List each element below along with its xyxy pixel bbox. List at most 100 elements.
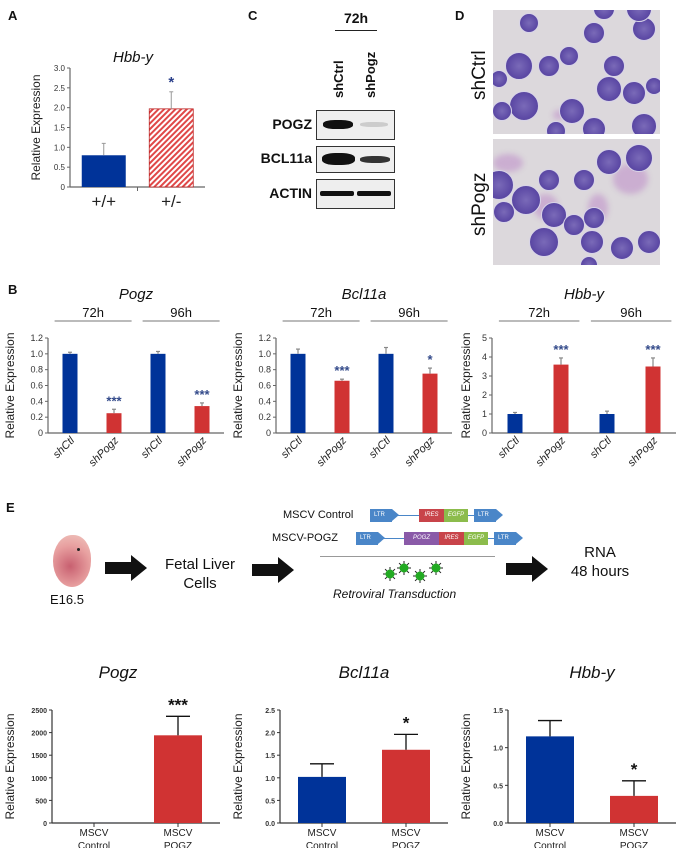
group-label: 96h (398, 305, 420, 320)
micrograph-shpogz (493, 139, 660, 265)
group-label: 96h (620, 305, 642, 320)
y-axis-label: Relative Expression (29, 74, 43, 180)
chart-title: Hbb-y (564, 286, 606, 303)
y-tick-label: 0.0 (493, 821, 503, 828)
cell (541, 202, 567, 228)
construct-name-pogz: MSCV-POGZ (272, 532, 339, 544)
cell (603, 55, 625, 77)
x-tick-label: Control (306, 841, 338, 848)
construct-name-control: MSCV Control (283, 509, 354, 521)
y-tick-label: 0.2 (258, 412, 271, 422)
x-tick-label: shPogz (175, 434, 210, 469)
micrograph-label-shpogz: shPogz (469, 172, 490, 236)
y-tick-label: 0.5 (265, 798, 275, 805)
y-tick-label: 2.5 (54, 84, 66, 93)
chart-title: Bcl11a (342, 286, 387, 303)
y-tick-label: 3.0 (54, 64, 66, 73)
cell (631, 113, 657, 134)
chart-e-hbb-y: Hbb-y Relative Expression 0.0 0.5 1.0 1.5 MSCV… (459, 663, 676, 848)
cell (645, 77, 660, 95)
significance-marker: *** (553, 342, 569, 357)
segment-pogz: POGZ (404, 532, 439, 545)
cell (493, 101, 512, 121)
bar (599, 414, 615, 433)
panel-label-e: E (6, 500, 15, 515)
x-tick-label: shCtl (588, 434, 615, 461)
bar (382, 749, 430, 823)
y-tick-label: 2 (482, 390, 487, 400)
segment-ltr: LTR (494, 532, 523, 545)
lane-label-shctrl: shCtrl (331, 60, 346, 98)
segment-ires: IRES (439, 532, 464, 545)
fetal-liver-label: Fetal Liver Cells (164, 556, 236, 592)
y-tick-label: 4 (482, 352, 487, 362)
y-tick-label: 1.0 (493, 746, 503, 753)
x-tick-label: shCtl (367, 434, 394, 461)
y-tick-label: 1500 (31, 753, 47, 760)
chart-e-pogz: Pogz Relative Expression 0 500 1000 1500 2000 2… (3, 663, 220, 848)
segment-ltr: LTR (356, 532, 385, 545)
cell (559, 98, 585, 124)
x-tick-label: shCtl (139, 434, 166, 461)
x-tick-label: MSCV (536, 828, 565, 839)
segment-ltr: LTR (370, 509, 399, 522)
chart-e-bcl11a: Bcl11a Relative Expression 0.0 0.5 1.0 1.5 2.0… (231, 663, 448, 848)
chart-a-hbb-y: Hbb-y Relative Expression 0 0.5 1.0 1.5 2.0 2.5… (29, 49, 205, 211)
cell (505, 52, 533, 80)
y-tick-label: 3 (482, 371, 487, 381)
significance-marker: * (403, 713, 410, 732)
cell (559, 46, 579, 66)
bar (81, 155, 126, 187)
arrow-icon (252, 557, 294, 583)
group-label: 72h (82, 305, 104, 320)
embryo-eye (77, 548, 80, 551)
y-axis-label: Relative Expression (231, 332, 245, 438)
cell (580, 256, 598, 265)
y-tick-label: 2.0 (265, 731, 275, 738)
cell (509, 91, 539, 121)
x-tick-label: POGZ (620, 841, 648, 848)
cell (593, 10, 615, 20)
micrograph-shctrl (493, 10, 660, 134)
y-tick-label: 1.0 (54, 143, 66, 152)
cell (529, 227, 559, 257)
y-axis-label: Relative Expression (459, 332, 473, 438)
micrograph-label-shctrl: shCtrl (469, 50, 490, 100)
cell (596, 149, 622, 175)
segment-egfp: EGFP (464, 532, 488, 545)
y-tick-label: 2.5 (265, 708, 275, 715)
bar (526, 736, 574, 823)
panel-label-a: A (8, 8, 18, 23)
segment-ires: IRES (419, 509, 444, 522)
y-tick-label: 0.8 (30, 365, 43, 375)
bar (194, 406, 210, 433)
bar (290, 353, 306, 433)
bar (62, 353, 78, 433)
significance-marker: * (168, 74, 174, 91)
x-tick-label: shPogz (87, 434, 122, 469)
y-tick-label: 0.2 (30, 412, 43, 422)
cell (493, 70, 508, 88)
lane-label-shpogz: shPogz (363, 51, 378, 98)
virus-particle (413, 569, 427, 583)
segment-ltr: LTR (474, 509, 503, 522)
y-tick-label: 0.6 (258, 381, 271, 391)
y-tick-label: 2500 (31, 708, 47, 715)
y-tick-label: 0.6 (30, 381, 43, 391)
y-tick-label: 1.5 (493, 708, 503, 715)
x-tick-label: shCtl (51, 434, 78, 461)
blot-actin (316, 179, 395, 209)
y-tick-label: 1.5 (265, 753, 275, 760)
virus-particles-icon (383, 561, 443, 583)
chart-title: Hbb-y (113, 49, 155, 66)
x-tick-label: MSCV (308, 828, 337, 839)
cell (622, 81, 646, 105)
y-tick-label: 1.0 (258, 349, 271, 359)
significance-marker: *** (194, 387, 210, 402)
y-tick-label: 1.5 (54, 124, 66, 133)
y-tick-label: 0.8 (258, 365, 271, 375)
y-tick-label: 1.0 (265, 776, 275, 783)
panel-label-c: C (248, 8, 258, 23)
chart-title: Bcl11a (339, 663, 390, 682)
y-tick-label: 0.4 (30, 396, 43, 406)
